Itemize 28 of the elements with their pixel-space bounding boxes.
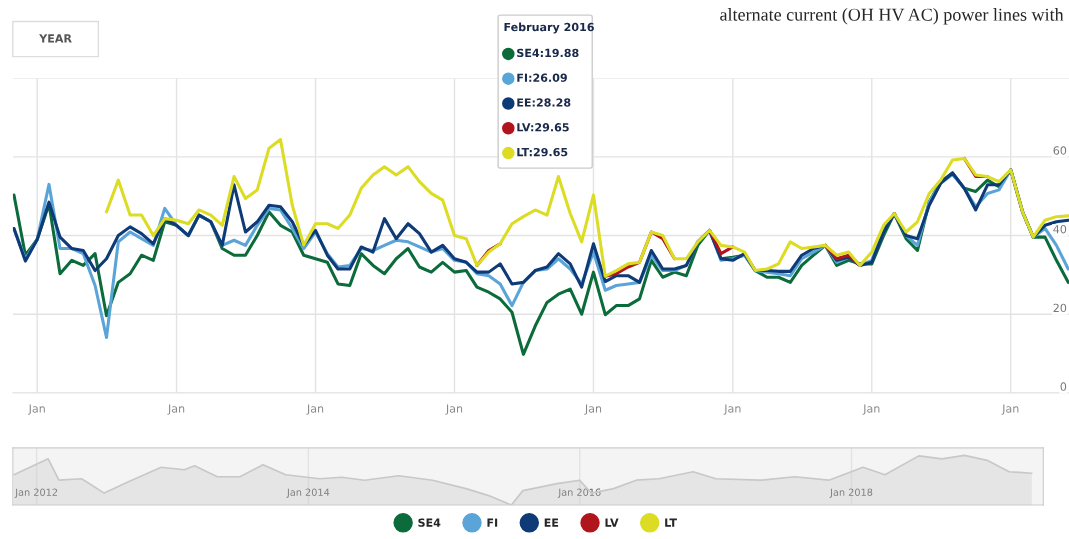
x-tick-label: Jan bbox=[28, 404, 45, 415]
x-tick-label: Jan bbox=[306, 404, 324, 415]
legend-label: EE bbox=[544, 518, 559, 527]
text: YEAR bbox=[39, 34, 72, 43]
text: alternate current (OH HV AC) power lines with bbox=[720, 8, 1064, 25]
text: February 2016 bbox=[504, 22, 594, 34]
x-tick-label: Jan 2014 bbox=[286, 488, 330, 498]
annotation: LT:29.65 bbox=[517, 147, 568, 157]
x-tick-label: Jan bbox=[445, 404, 463, 415]
legend-label: LT bbox=[665, 518, 677, 527]
legend-label: FI bbox=[487, 518, 498, 527]
legend-label: LV bbox=[605, 518, 619, 527]
x-tick-label: Jan bbox=[584, 404, 602, 415]
annotation: EE:28.28 bbox=[517, 98, 571, 107]
y-tick-label: 20 bbox=[1053, 303, 1067, 313]
annotation: LV:29.65 bbox=[517, 123, 569, 132]
text: SE4:19.88 bbox=[517, 48, 579, 58]
y-tick-label: 40 bbox=[1053, 224, 1067, 234]
y-tick-label: 0 bbox=[1060, 382, 1067, 391]
y-tick-label: 60 bbox=[1053, 146, 1067, 155]
x-tick-label: Jan 2018 bbox=[829, 488, 873, 498]
annotation: FI:26.09 bbox=[517, 73, 567, 82]
x-tick-label: Jan bbox=[862, 404, 880, 415]
x-tick-label: Jan bbox=[1001, 404, 1019, 415]
x-tick-label: Jan bbox=[723, 404, 741, 415]
legend-label: SE4 bbox=[418, 518, 441, 527]
x-tick-label: Jan 2012 bbox=[14, 488, 58, 498]
x-tick-label: Jan bbox=[167, 404, 185, 415]
